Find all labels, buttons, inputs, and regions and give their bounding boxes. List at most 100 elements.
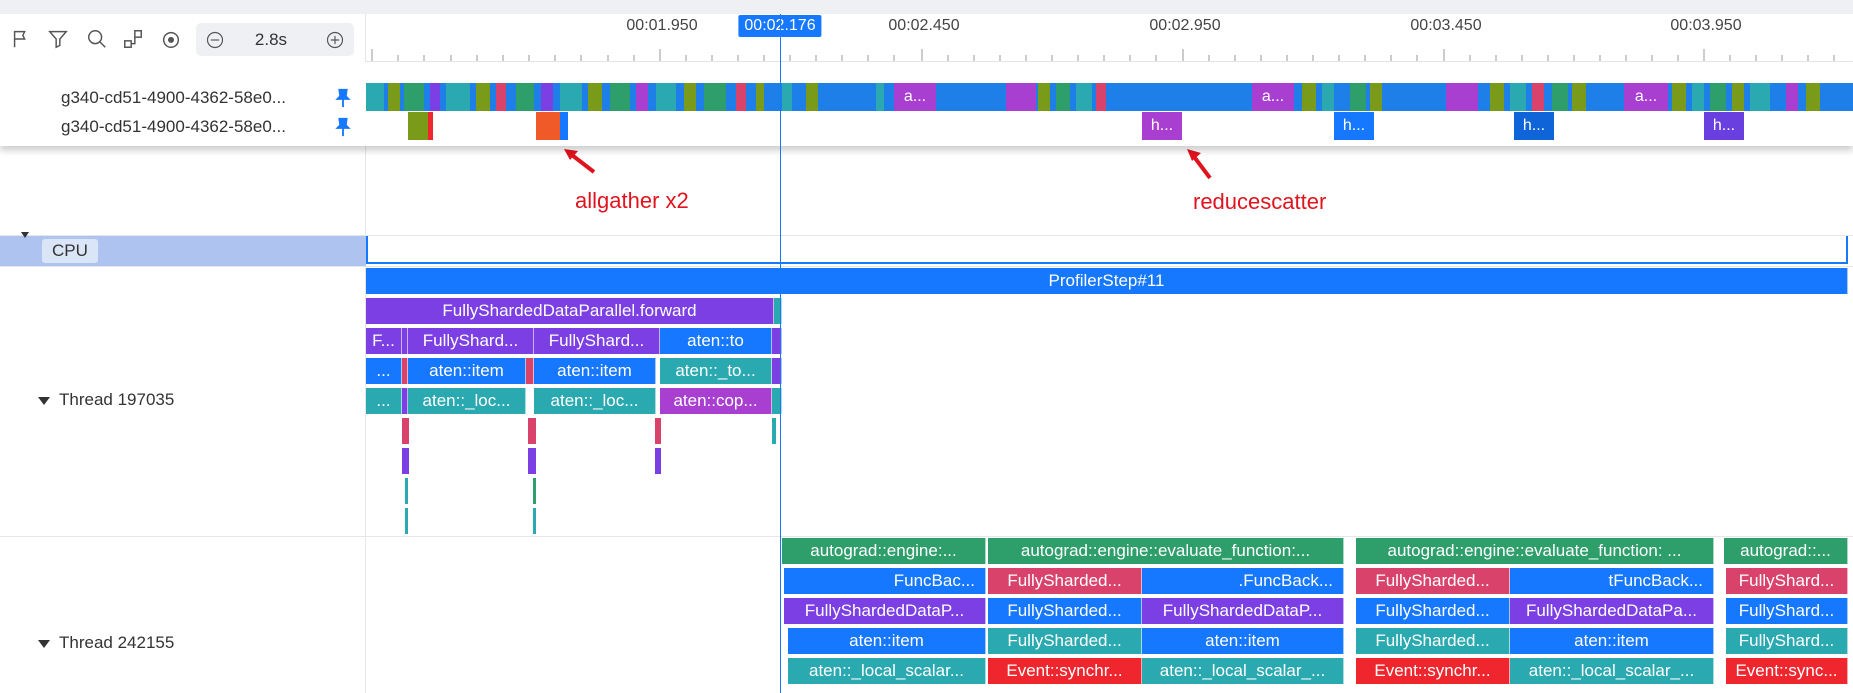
flame-block[interactable] (772, 328, 782, 354)
track-segment-label[interactable]: h... (1334, 112, 1374, 140)
track-segment[interactable] (560, 112, 568, 140)
track-segment[interactable] (408, 112, 428, 140)
track-segment[interactable] (496, 83, 506, 111)
track-segment[interactable] (1510, 83, 1526, 111)
flame-block[interactable]: FullySharded... (1356, 568, 1510, 594)
pin-icon[interactable] (332, 116, 354, 138)
flame-block[interactable]: Event::synchr... (988, 658, 1142, 684)
flame-block[interactable]: Event::synchr... (1356, 658, 1510, 684)
flame-block[interactable] (402, 328, 408, 354)
flame-block[interactable]: autograd::engine:... (782, 538, 986, 564)
flame-sliver[interactable] (402, 448, 409, 474)
flame-block[interactable]: FullyShard... (534, 328, 660, 354)
track-segment-label[interactable]: a... (1252, 83, 1294, 111)
collapse-icon[interactable] (20, 230, 30, 240)
track-segment[interactable] (656, 83, 676, 111)
flame-block[interactable] (402, 388, 408, 414)
track-segment[interactable] (404, 83, 424, 111)
track-segment[interactable] (1322, 83, 1334, 111)
track-segment[interactable] (1056, 83, 1070, 111)
track-segment[interactable] (430, 83, 440, 111)
flame-block[interactable]: FullyShard... (408, 328, 534, 354)
track-segment[interactable] (610, 83, 630, 111)
track-segment[interactable] (1370, 83, 1382, 111)
track-segment[interactable] (1302, 83, 1316, 111)
flame-block[interactable]: ... (366, 358, 402, 384)
track-segment-label[interactable]: a... (894, 83, 936, 111)
flame-sliver[interactable] (405, 508, 408, 534)
track-segment[interactable] (756, 83, 764, 111)
flame-block[interactable]: aten::_to... (660, 358, 772, 384)
track-segment[interactable] (1692, 83, 1704, 111)
flame-block[interactable] (402, 358, 408, 384)
flame-sliver[interactable] (402, 418, 409, 444)
track-segment[interactable] (1076, 83, 1092, 111)
track-segment[interactable] (516, 83, 534, 111)
expand-triangle-icon[interactable] (38, 639, 50, 648)
flame-block[interactable]: tFuncBack... (1510, 568, 1714, 594)
flame-block[interactable]: ... (366, 388, 402, 414)
track-segment[interactable] (1672, 83, 1686, 111)
minus-circle-icon[interactable] (204, 29, 226, 51)
flame-sliver[interactable] (533, 508, 536, 534)
flame-block[interactable] (772, 358, 782, 384)
track-segment[interactable] (1710, 83, 1726, 111)
track-segment[interactable] (1096, 83, 1106, 111)
flame-block[interactable]: aten::item (534, 358, 656, 384)
thread-label[interactable]: Thread 197035 (38, 390, 174, 410)
track-segment[interactable] (428, 112, 433, 140)
flame-block[interactable]: aten::item (1510, 628, 1714, 654)
track-segment[interactable] (1750, 83, 1770, 111)
track-segment[interactable] (1446, 83, 1478, 111)
track-segment[interactable] (782, 83, 792, 111)
filter-icon[interactable] (45, 26, 71, 52)
flame-block[interactable] (774, 298, 782, 324)
flame-block[interactable]: aten::_local_scalar... (788, 658, 986, 684)
track-segment[interactable] (536, 112, 560, 140)
flame-block[interactable]: FuncBac... (784, 568, 986, 594)
expand-triangle-icon[interactable] (38, 396, 50, 405)
time-cursor-line[interactable] (780, 14, 781, 693)
flame-block[interactable]: FullyShardedDataPa... (1510, 598, 1714, 624)
flame-block[interactable] (772, 388, 782, 414)
flame-block[interactable]: F... (366, 328, 402, 354)
track-segment[interactable] (684, 83, 696, 111)
flame-sliver[interactable] (533, 478, 536, 504)
track-segment[interactable] (1038, 83, 1050, 111)
layout-icon[interactable] (120, 26, 146, 52)
track-segment[interactable] (560, 83, 582, 111)
pinned-track-1[interactable]: a... a... a... (366, 83, 1853, 111)
flame-block[interactable]: aten::to (660, 328, 772, 354)
flame-sliver[interactable] (528, 418, 536, 444)
flame-sliver[interactable] (772, 418, 776, 444)
pin-icon[interactable] (332, 87, 354, 109)
flame-block[interactable] (526, 358, 534, 384)
track-segment[interactable] (1532, 83, 1544, 111)
flame-block[interactable]: FullySharded... (1356, 628, 1510, 654)
flame-block[interactable]: FullySharded... (1356, 598, 1510, 624)
flame-block[interactable]: FullySharded... (988, 598, 1142, 624)
flame-block[interactable]: FullySharded... (988, 568, 1142, 594)
flame-block[interactable]: FullyShardedDataP... (1142, 598, 1344, 624)
track-segment[interactable] (366, 83, 384, 111)
flame-block[interactable]: aten::_local_scalar_... (1510, 658, 1714, 684)
flame-block[interactable]: Event::sync... (1726, 658, 1848, 684)
flame-block[interactable]: FullyShardedDataParallel.forward (366, 298, 774, 324)
track-segment[interactable] (806, 83, 818, 111)
track-segment[interactable] (446, 83, 470, 111)
track-segment[interactable] (736, 83, 746, 111)
flame-sliver[interactable] (655, 418, 661, 444)
flame-block[interactable]: aten::item (1142, 628, 1344, 654)
track-segment[interactable] (1350, 83, 1366, 111)
flame-block[interactable]: FullyShard... (1726, 568, 1848, 594)
flag-icon[interactable] (8, 26, 34, 52)
track-segment[interactable] (1490, 83, 1504, 111)
flame-block[interactable]: aten::_loc... (408, 388, 526, 414)
flame-block[interactable]: FullyShard... (1726, 628, 1848, 654)
flame-block[interactable]: .FuncBack... (1142, 568, 1344, 594)
track-segment-label[interactable]: h... (1704, 112, 1744, 140)
flame-block[interactable]: FullySharded... (988, 628, 1142, 654)
track-segment-label[interactable]: h... (1514, 112, 1554, 140)
track-segment[interactable] (1732, 83, 1744, 111)
track-segment[interactable] (1552, 83, 1568, 111)
